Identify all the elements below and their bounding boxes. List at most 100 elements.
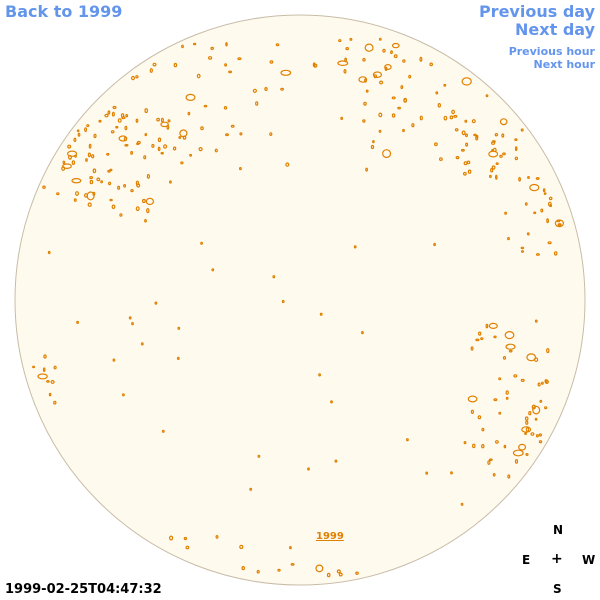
contour-feature: [365, 167, 369, 172]
contour-feature: [225, 42, 228, 47]
contour-feature: [363, 101, 367, 106]
contour-feature: [361, 331, 364, 335]
next-day-link[interactable]: Next day: [515, 20, 595, 39]
contour-feature: [466, 160, 471, 165]
contour-feature: [491, 140, 496, 143]
contour-feature: [391, 113, 396, 118]
contour-feature: [74, 154, 77, 158]
contour-feature: [144, 133, 148, 137]
contour-feature: [98, 119, 102, 123]
contour-feature: [84, 127, 88, 133]
contour-feature: [493, 335, 497, 339]
contour-feature: [514, 156, 519, 161]
contour-feature: [542, 188, 546, 193]
contour-feature: [275, 43, 280, 47]
contour-feature: [382, 149, 392, 159]
contour-feature: [477, 415, 482, 420]
contour-feature: [71, 177, 82, 184]
contour-feature: [208, 56, 213, 60]
contour-feature: [135, 206, 140, 212]
contour-feature: [471, 119, 476, 124]
contour-feature: [177, 326, 181, 330]
contour-feature: [178, 136, 182, 140]
contour-feature: [494, 174, 498, 180]
contour-feature: [37, 373, 48, 380]
compass-north-label: N: [553, 523, 564, 537]
back-to-year-link[interactable]: Back to 1999: [5, 2, 123, 21]
contour-feature: [443, 115, 448, 121]
contour-feature: [91, 154, 95, 159]
contour-feature: [402, 128, 405, 133]
contour-feature: [252, 88, 257, 93]
contour-feature: [544, 406, 548, 410]
contour-feature: [535, 177, 540, 181]
contour-feature: [408, 74, 412, 79]
contour-feature: [131, 75, 136, 81]
contour-feature: [411, 123, 415, 128]
next-hour-link[interactable]: Next hour: [533, 58, 596, 71]
previous-hour-link[interactable]: Previous hour: [508, 45, 595, 58]
contour-feature: [508, 349, 513, 353]
contour-feature: [495, 162, 499, 166]
contour-feature: [554, 219, 565, 228]
contour-feature: [160, 121, 169, 128]
contour-feature: [149, 68, 153, 73]
contour-feature: [378, 129, 382, 133]
contour-feature: [537, 382, 541, 387]
contour-feature: [400, 85, 404, 90]
contour-feature: [89, 179, 94, 185]
contour-feature: [56, 192, 60, 196]
contour-feature: [520, 250, 524, 253]
contour-feature: [526, 353, 537, 362]
observation-timestamp: 1999-02-25T04:47:32: [5, 582, 162, 597]
contour-feature: [319, 312, 323, 316]
contour-feature: [307, 467, 310, 471]
contour-feature: [146, 173, 150, 179]
contour-feature: [241, 565, 246, 571]
compass-west-label: W: [582, 553, 596, 567]
contour-feature: [124, 144, 129, 147]
contour-feature: [48, 392, 52, 397]
contour-feature: [365, 89, 369, 93]
contour-feature: [130, 189, 134, 193]
contour-feature: [210, 46, 215, 51]
contour-feature: [166, 124, 170, 130]
contour-feature: [318, 373, 322, 377]
contour-feature: [66, 150, 78, 157]
contour-feature: [255, 101, 259, 106]
contour-feature: [338, 39, 342, 43]
contour-feature: [378, 112, 383, 118]
contour-feature: [358, 76, 368, 83]
contour-feature: [546, 218, 549, 224]
contour-feature: [538, 433, 543, 437]
contour-feature: [491, 165, 496, 170]
contour-feature: [92, 168, 97, 174]
contour-feature: [514, 146, 518, 152]
contour-feature: [525, 427, 530, 432]
contour-feature: [269, 132, 273, 137]
contour-feature: [449, 115, 454, 120]
contour-feature: [539, 399, 543, 403]
previous-day-link[interactable]: Previous day: [478, 2, 595, 21]
contour-feature: [100, 180, 103, 184]
contour-feature: [372, 71, 382, 79]
contour-feature: [403, 98, 408, 103]
contour-feature: [492, 472, 496, 477]
contour-feature: [543, 192, 547, 195]
contour-feature: [527, 176, 530, 180]
contour-feature: [503, 444, 507, 449]
contour-feature: [249, 487, 253, 491]
contour-feature: [224, 63, 228, 67]
contour-feature: [480, 337, 484, 341]
contour-feature: [123, 184, 127, 188]
contour-feature: [50, 380, 55, 385]
contour-feature: [223, 106, 228, 110]
contour-feature: [334, 459, 338, 463]
contour-feature: [475, 135, 479, 141]
contour-feature: [538, 440, 543, 444]
contour-feature: [495, 440, 499, 444]
year-link[interactable]: 1999: [316, 531, 344, 542]
contour-feature: [135, 75, 139, 79]
contour-feature: [435, 91, 439, 95]
contour-feature: [501, 133, 505, 138]
